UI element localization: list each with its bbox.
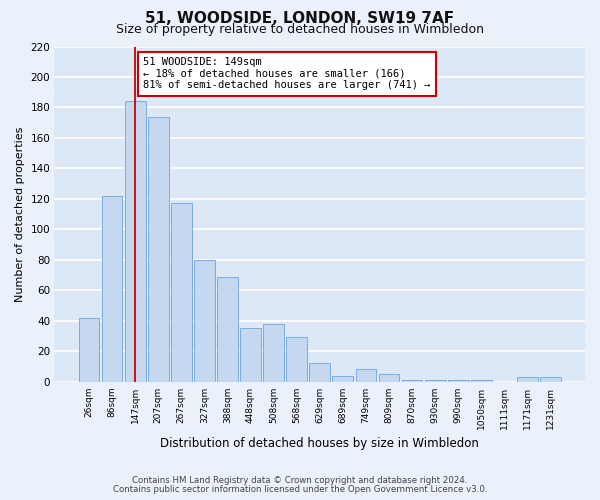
Bar [517,377,538,382]
Bar [448,380,469,382]
Bar [286,338,307,382]
Bar [263,324,284,382]
Bar [125,102,146,382]
Text: Contains public sector information licensed under the Open Government Licence v3: Contains public sector information licen… [113,485,487,494]
Text: 51, WOODSIDE, LONDON, SW19 7AF: 51, WOODSIDE, LONDON, SW19 7AF [145,11,455,26]
Y-axis label: Number of detached properties: Number of detached properties [15,126,25,302]
Bar [425,380,446,382]
Bar [240,328,261,382]
Bar [148,116,169,382]
Bar [540,377,561,382]
Bar [171,204,191,382]
Bar [379,374,400,382]
Bar [310,364,330,382]
Bar [471,380,491,382]
Bar [356,370,376,382]
Bar [217,276,238,382]
Bar [401,380,422,382]
Text: 51 WOODSIDE: 149sqm
← 18% of detached houses are smaller (166)
81% of semi-detac: 51 WOODSIDE: 149sqm ← 18% of detached ho… [143,57,431,90]
Text: Size of property relative to detached houses in Wimbledon: Size of property relative to detached ho… [116,22,484,36]
Bar [79,318,100,382]
Text: Contains HM Land Registry data © Crown copyright and database right 2024.: Contains HM Land Registry data © Crown c… [132,476,468,485]
Bar [101,196,122,382]
Bar [194,260,215,382]
X-axis label: Distribution of detached houses by size in Wimbledon: Distribution of detached houses by size … [160,437,479,450]
Bar [332,376,353,382]
